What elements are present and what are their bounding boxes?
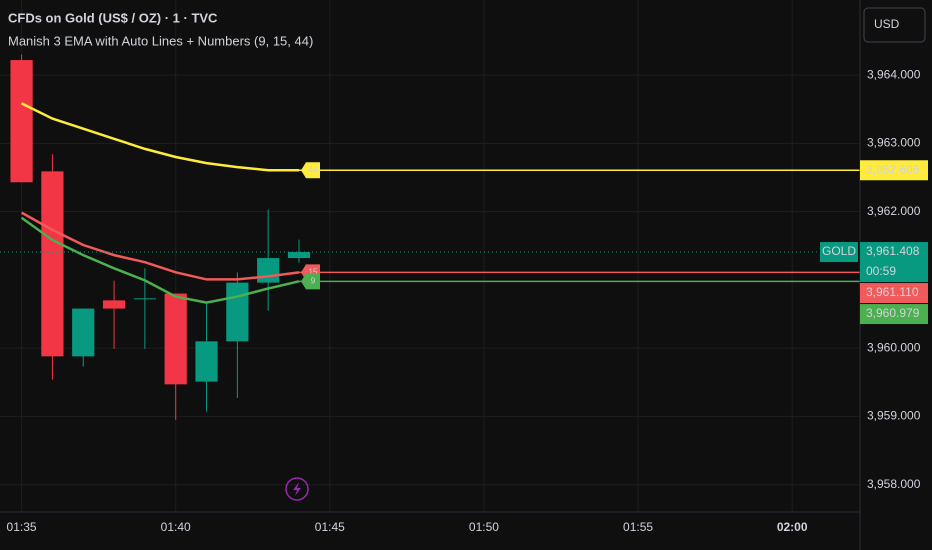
plot: 44 159	[0, 54, 860, 420]
y-tick-label: 3,959.000	[867, 409, 921, 423]
candle-body	[102, 300, 126, 309]
y-tick-label: 3,962.000	[867, 204, 921, 218]
candle-body	[72, 308, 95, 357]
candle-body	[257, 258, 280, 283]
candle-body	[41, 171, 64, 357]
price-label-box	[860, 242, 928, 283]
candle-body	[164, 293, 187, 385]
y-tick-label: 3,958.000	[867, 477, 921, 491]
chart-title: CFDs on Gold (US$ / OZ) · 1 · TVC	[8, 10, 218, 25]
ema-marker-label: 9	[311, 276, 316, 285]
ema-marker	[300, 273, 320, 290]
x-tick-label: 01:45	[315, 520, 345, 534]
ema-line	[20, 211, 300, 281]
x-tick-label: 01:55	[623, 520, 653, 534]
ema-line	[20, 216, 300, 304]
candle-body	[287, 252, 311, 259]
currency-label[interactable]: USD	[874, 17, 900, 31]
event-icon[interactable]	[285, 477, 309, 501]
x-tick-label: 01:40	[161, 520, 191, 534]
price-label: 3,961.110	[866, 285, 919, 299]
candle-body	[195, 341, 218, 382]
candle-body	[133, 298, 156, 300]
ema-line	[21, 102, 299, 172]
price-label: 3,961.408	[866, 244, 920, 258]
price-label-box	[860, 160, 928, 181]
y-tick-label: 3,964.000	[867, 67, 921, 81]
y-tick-label: 3,960.000	[867, 340, 921, 354]
price-label: 3,962.606	[866, 162, 920, 176]
price-label: 3,960.979	[866, 306, 920, 320]
price-label-box	[860, 283, 928, 304]
event-icon-bolt	[293, 482, 301, 496]
currency-button[interactable]	[863, 7, 926, 43]
price-label: 00:59	[866, 264, 896, 278]
x-tick-label: 01:50	[469, 520, 499, 534]
chart-subtitle: Manish 3 EMA with Auto Lines + Numbers (…	[8, 33, 313, 48]
y-tick-label: 3,963.000	[867, 136, 921, 150]
price-label-box	[860, 304, 928, 325]
ema-marker-label: 15	[309, 267, 318, 276]
ema-marker-label: 44	[309, 165, 318, 174]
ema-marker	[300, 162, 320, 179]
candle-body	[226, 282, 249, 342]
grid	[0, 0, 860, 512]
x-tick-label: 02:00	[777, 520, 808, 534]
symbol-label-box	[820, 242, 858, 263]
candle-body	[10, 60, 33, 183]
x-tick-label: 01:35	[7, 520, 37, 534]
symbol-label: GOLD	[822, 244, 856, 258]
